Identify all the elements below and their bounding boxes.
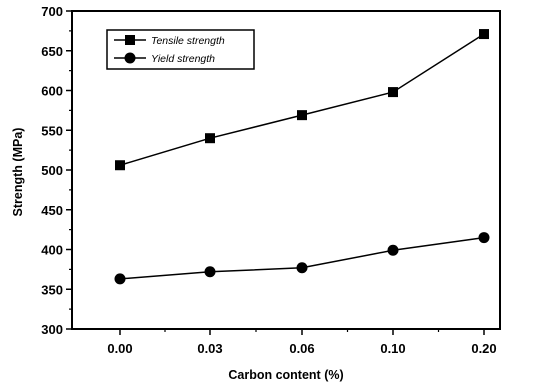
y-tick-label: 350 <box>41 282 63 297</box>
series-layer <box>114 29 490 285</box>
y-tick-label: 300 <box>41 322 63 337</box>
y-axis-title: Strength (MPa) <box>11 128 25 217</box>
data-point-yield <box>114 273 126 285</box>
x-tick-label: 0.06 <box>289 341 314 356</box>
legend-label-yield: Yield strength <box>151 53 215 65</box>
data-point-tensile <box>388 87 398 98</box>
y-tick-label: 400 <box>41 243 63 258</box>
x-tick-label: 0.10 <box>380 341 405 356</box>
legend-marker-tensile <box>125 35 135 45</box>
x-axis-title: Carbon content (%) <box>228 368 343 382</box>
x-tick-label: 0.00 <box>107 341 132 356</box>
y-tick-labels: 300 350 400 450 500 550 600 650 700 <box>41 4 63 337</box>
y-tick-label: 550 <box>41 123 63 138</box>
y-tick-label: 700 <box>41 4 63 19</box>
y-tick-label: 450 <box>41 203 63 218</box>
axis-ticks <box>66 10 485 335</box>
y-tick-label: 500 <box>41 163 63 178</box>
data-point-tensile <box>297 110 307 121</box>
y-tick-label: 600 <box>41 84 63 99</box>
data-point-yield <box>387 244 399 256</box>
legend-label-tensile: Tensile strength <box>151 35 225 47</box>
data-point-tensile <box>205 133 215 144</box>
legend: Tensile strength Yield strength <box>106 29 255 70</box>
x-tick-label: 0.20 <box>471 341 496 356</box>
data-point-yield <box>296 262 308 274</box>
legend-marker-yield <box>124 52 136 64</box>
data-point-tensile <box>479 29 489 40</box>
data-point-yield <box>478 232 490 244</box>
data-point-yield <box>204 266 216 278</box>
x-tick-labels: 0.00 0.03 0.06 0.10 0.20 <box>107 341 496 356</box>
x-tick-label: 0.03 <box>197 341 222 356</box>
data-point-tensile <box>115 160 125 171</box>
y-tick-label: 650 <box>41 44 63 59</box>
